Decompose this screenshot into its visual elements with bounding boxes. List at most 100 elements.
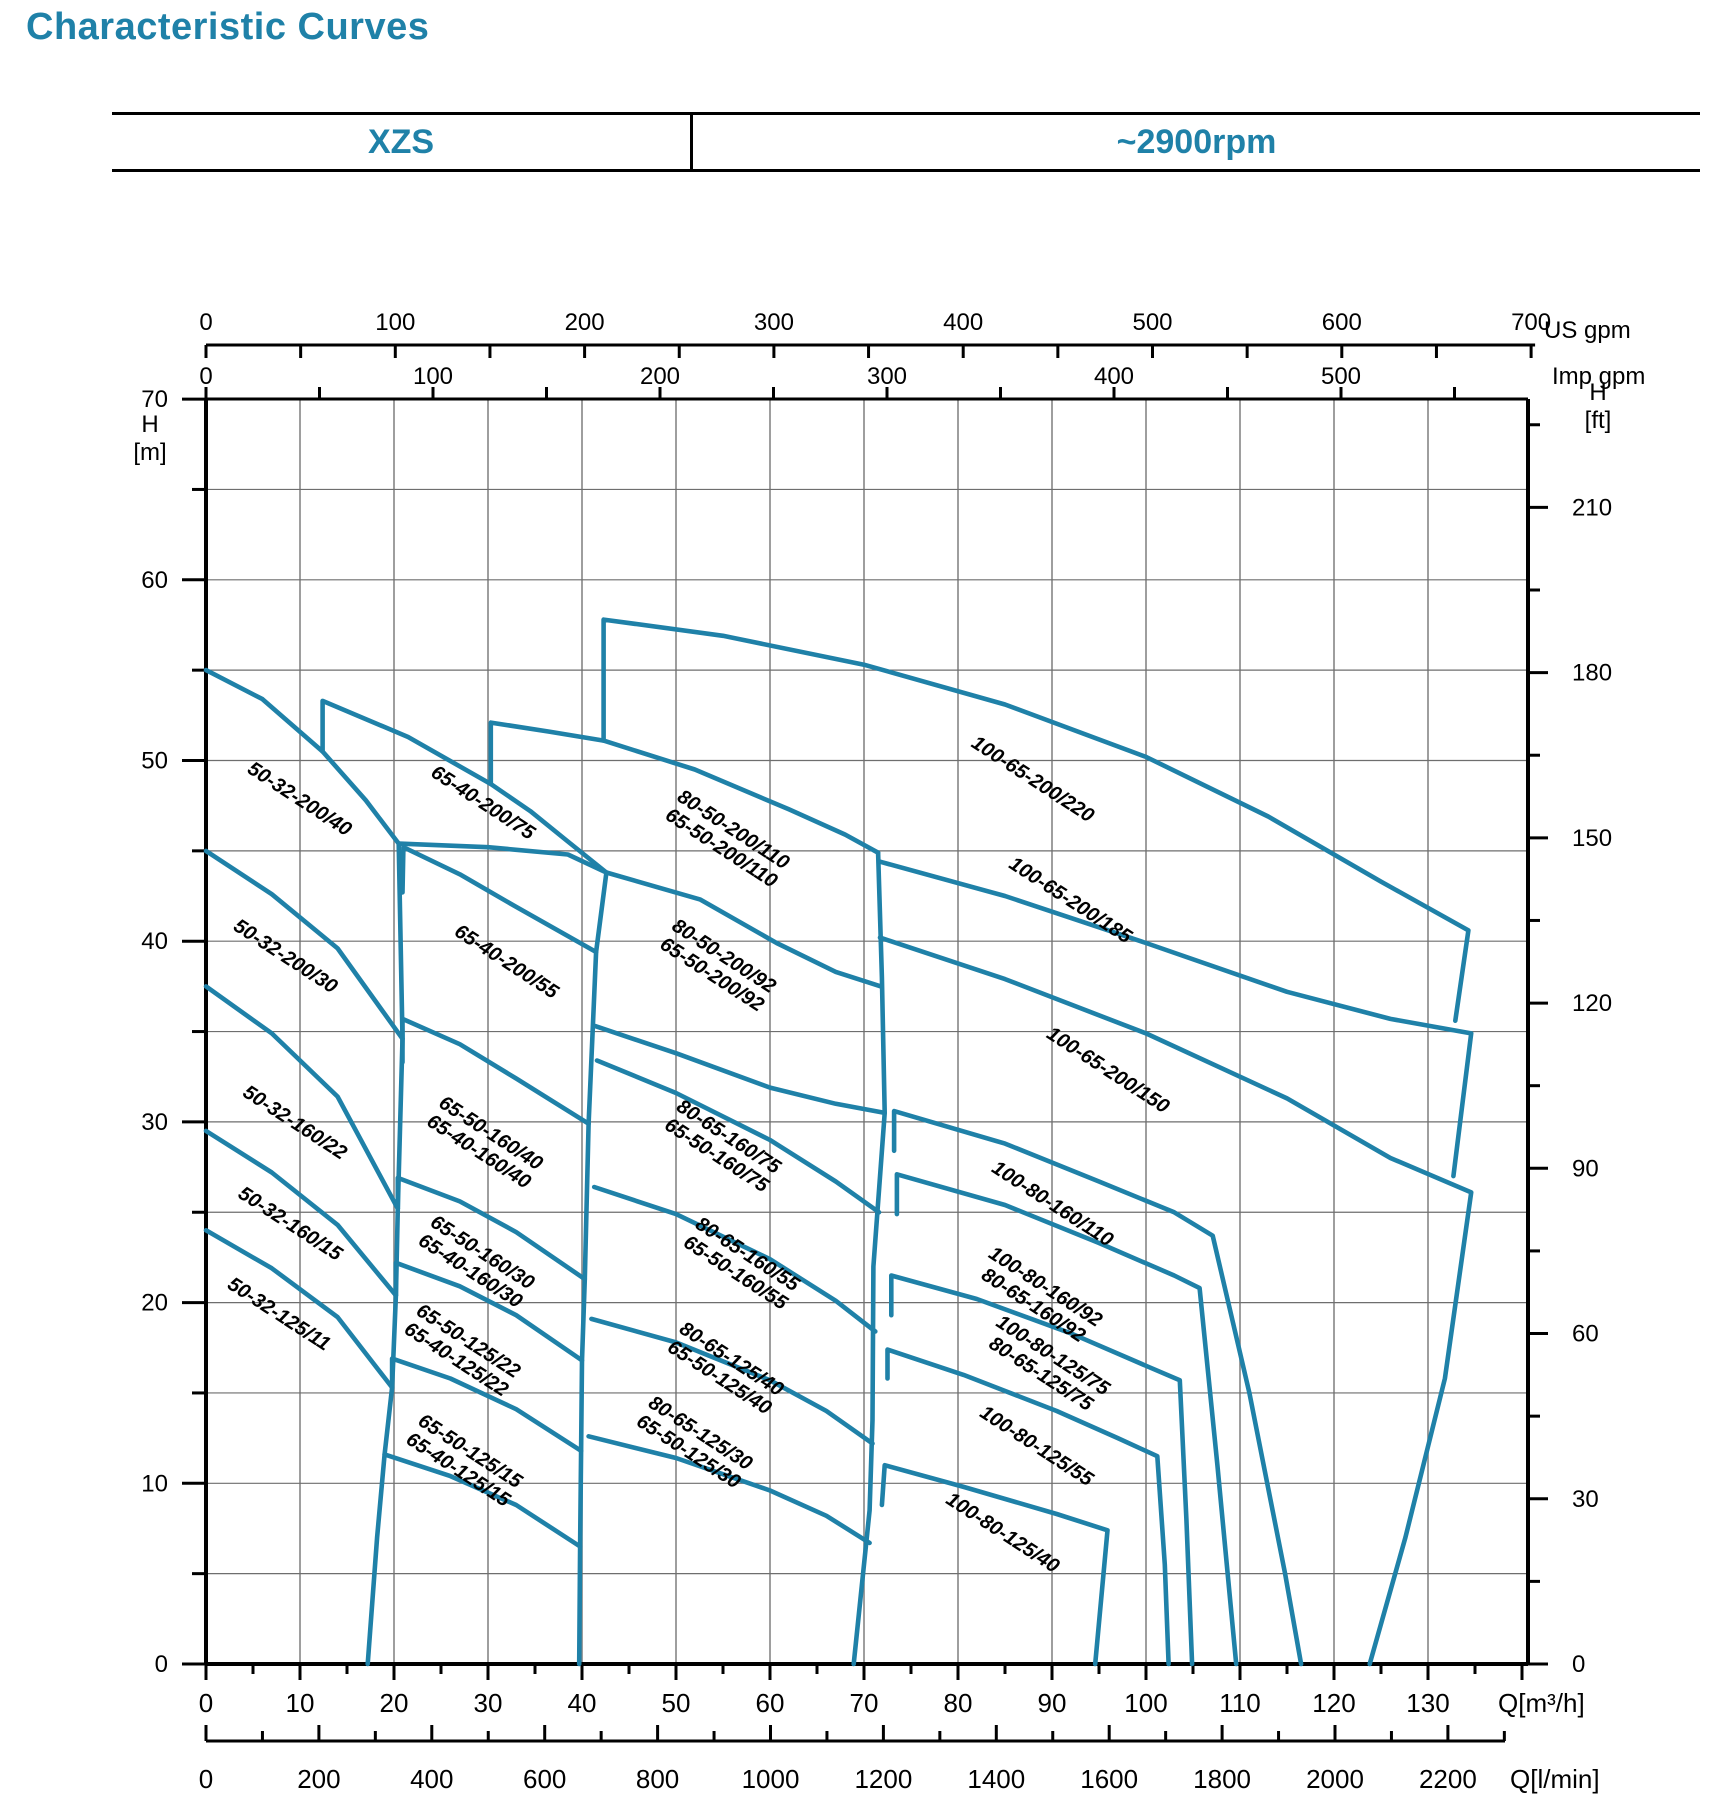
curve-label: 80-65-125/3065-50-125/30 bbox=[632, 1392, 756, 1494]
q-lmin-axis: 0 200 400 600 800 1000 1200 1400 1600 1800 2000 220… bbox=[199, 1725, 1600, 1794]
curve-label: 80-65-125/4065-50-125/40 bbox=[663, 1318, 787, 1420]
h-m-axis-title: H bbox=[141, 411, 158, 438]
tick-label: 700 bbox=[1511, 309, 1551, 336]
curve-50-32-160-15-top bbox=[203, 1128, 399, 1298]
curve-50-32-125-11-top bbox=[203, 1228, 395, 1390]
tick-label: 800 bbox=[636, 1764, 679, 1794]
tick-label: 600 bbox=[523, 1764, 566, 1794]
curve-label: 80-65-160/5565-50-160/55 bbox=[679, 1213, 803, 1315]
curve-65-40-125-15-bottom bbox=[382, 1452, 583, 1549]
tick-label: 70 bbox=[141, 386, 168, 413]
tick-label: 40 bbox=[568, 1688, 597, 1718]
curve-65-40-160-40-top bbox=[400, 1016, 591, 1126]
curve-label-text: 50-32-160/15 bbox=[234, 1182, 347, 1266]
tick-label: 200 bbox=[640, 363, 680, 390]
curve-100-80-160-110-top bbox=[891, 1108, 1304, 1667]
curve-65-40-200-55-top bbox=[400, 844, 599, 955]
curve-80-50-200-110-top-right bbox=[601, 738, 881, 856]
curve-label-text: 65-50-160/4065-40-160/40 bbox=[423, 1092, 547, 1194]
curve-label-text: 50-32-125/11 bbox=[224, 1273, 335, 1355]
curve-label-text: 100-80-125/55 bbox=[976, 1402, 1098, 1492]
speed-value: ~2900rpm bbox=[1116, 122, 1277, 161]
curve-label-text: 50-32-200/30 bbox=[229, 915, 341, 998]
tick-label: 1400 bbox=[967, 1764, 1025, 1794]
chain-col2-right bbox=[488, 781, 609, 1667]
tick-label: 200 bbox=[565, 309, 605, 336]
tick-label: 60 bbox=[756, 1688, 785, 1718]
curve-label: 100-80-125/40 bbox=[942, 1488, 1063, 1577]
tick-label: 10 bbox=[141, 1470, 168, 1497]
q-m3h-axis: 0 10 20 30 40 50 60 70 80 90 100 110 120 130 Q[m³/h] bbox=[199, 1664, 1585, 1718]
tick-label: 0 bbox=[199, 1764, 213, 1794]
curve-label-text: 80-50-200/9265-50-200/92 bbox=[656, 915, 780, 1017]
upper-envelope-chain bbox=[203, 617, 1471, 1024]
tick-label: 0 bbox=[155, 1651, 168, 1678]
tick-label: 180 bbox=[1572, 660, 1612, 687]
h-ft-axis-title: [ft] bbox=[1585, 407, 1612, 434]
tick-label: 0 bbox=[199, 1688, 213, 1718]
curve-label: 50-32-125/11 bbox=[224, 1273, 335, 1355]
curve-50-32-200-30-top bbox=[203, 848, 405, 1042]
curve-100-65-200-185-top bbox=[877, 859, 1474, 1179]
curve-label: 100-80-125/55 bbox=[976, 1402, 1098, 1492]
q-m3h-axis-title: Q[m³/h] bbox=[1498, 1688, 1585, 1718]
tick-label: 40 bbox=[141, 928, 168, 955]
tick-label: 60 bbox=[141, 567, 168, 594]
model-name: XZS bbox=[112, 115, 693, 169]
curve-65-40-125-15-top bbox=[389, 1356, 584, 1454]
tick-label: 30 bbox=[1572, 1486, 1599, 1513]
curve-label: 80-50-200/9265-50-200/92 bbox=[656, 915, 780, 1017]
tick-label: 30 bbox=[474, 1688, 503, 1718]
curve-100-80-160-92-top bbox=[894, 1172, 1239, 1667]
curve-65-40-160-30-top bbox=[395, 1175, 588, 1282]
tick-label: 500 bbox=[1132, 309, 1172, 336]
tick-label: 10 bbox=[286, 1688, 315, 1718]
model-speed-table: XZS ~2900rpm bbox=[112, 112, 1700, 172]
tick-label: 0 bbox=[199, 309, 212, 336]
curve-80-65-125-40-top bbox=[589, 1316, 875, 1446]
tick-label: 100 bbox=[413, 363, 453, 390]
curve-label-text: 80-65-160/5565-50-160/55 bbox=[679, 1213, 803, 1315]
curve-label-text: 80-65-125/4065-50-125/40 bbox=[663, 1318, 787, 1420]
tick-label: 30 bbox=[141, 1109, 168, 1136]
curve-label-text: 80-65-160/7565-50-160/75 bbox=[661, 1095, 785, 1197]
h-m-axis-title: [m] bbox=[133, 439, 166, 466]
tick-label: 210 bbox=[1572, 494, 1612, 521]
imp-gpm-axis: 0 100 200 300 400 500 Imp gpm bbox=[199, 363, 1645, 399]
curve-label-text: 65-50-160/3065-40-160/30 bbox=[414, 1211, 538, 1313]
tick-label: 90 bbox=[1572, 1155, 1599, 1182]
curve-80-50-200-92-top bbox=[604, 870, 884, 989]
curve-label: 65-50-160/3065-40-160/30 bbox=[414, 1211, 538, 1313]
curve-80-65-125-30-top bbox=[586, 1434, 872, 1546]
chain-col1-right bbox=[320, 749, 405, 1667]
us-gpm-axis-title: US gpm bbox=[1544, 317, 1631, 344]
tick-label: 120 bbox=[1312, 1688, 1355, 1718]
tick-label: 0 bbox=[1572, 1651, 1585, 1678]
tick-label: 100 bbox=[1124, 1688, 1167, 1718]
curve-80-50-200-92-bottom bbox=[592, 1023, 888, 1116]
tick-label: 1200 bbox=[854, 1764, 912, 1794]
tick-label: 20 bbox=[141, 1290, 168, 1317]
curve-label: 65-40-200/55 bbox=[450, 920, 563, 1004]
tick-label: 50 bbox=[662, 1688, 691, 1718]
tick-label: 60 bbox=[1572, 1321, 1599, 1348]
tick-label: 400 bbox=[943, 309, 983, 336]
curve-label-text: 80-65-125/3065-50-125/30 bbox=[632, 1392, 756, 1494]
tick-label: 80 bbox=[944, 1688, 973, 1718]
tick-label: 400 bbox=[1094, 363, 1134, 390]
pump-curves bbox=[203, 617, 1474, 1667]
curve-label-text: 100-65-200/220 bbox=[967, 732, 1097, 827]
tick-label: 500 bbox=[1321, 363, 1361, 390]
tick-label: 70 bbox=[850, 1688, 879, 1718]
tick-label: 1600 bbox=[1080, 1764, 1138, 1794]
curve-100-65-200-150-top bbox=[877, 935, 1474, 1667]
chain-col3-right bbox=[851, 850, 888, 1667]
q-lmin-axis-title: Q[l/min] bbox=[1510, 1764, 1600, 1794]
curve-label: 65-50-125/1565-40-125/15 bbox=[402, 1410, 526, 1512]
page-title: Characteristic Curves bbox=[26, 6, 430, 48]
tick-label: 120 bbox=[1572, 990, 1612, 1017]
curve-label: 65-50-160/4065-40-160/40 bbox=[423, 1092, 547, 1194]
